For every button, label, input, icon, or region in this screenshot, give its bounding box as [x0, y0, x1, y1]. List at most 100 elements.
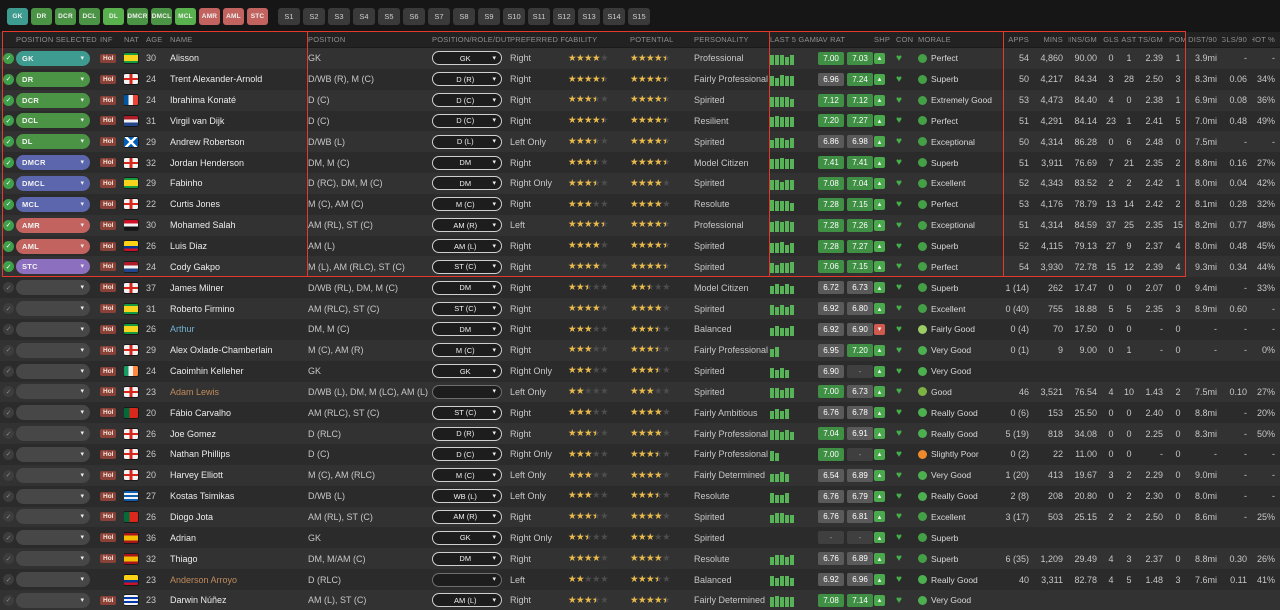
role-duty-dropdown[interactable]: DM ▾: [432, 173, 510, 194]
player-row[interactable]: ✓ ▾ 23 Anderson Arroyo D (RLC) ▾ Left ★★★★★ ★★ ★★…: [0, 569, 1280, 590]
selection-check[interactable]: ✓: [0, 340, 16, 361]
role-duty-dropdown[interactable]: GK ▾: [432, 527, 510, 548]
role-duty-dropdown[interactable]: M (C) ▾: [432, 194, 510, 215]
position-selected-dropdown[interactable]: ▾: [16, 548, 100, 569]
position-selected-dropdown[interactable]: ▾: [16, 340, 100, 361]
position-selected-dropdown[interactable]: ▾: [16, 486, 100, 507]
position-selected-dropdown[interactable]: ▾: [16, 319, 100, 340]
column-header-ability[interactable]: Ability: [568, 35, 598, 44]
slot-button-s15[interactable]: S15: [628, 7, 650, 25]
position-selected-dropdown[interactable]: DCL ▾: [16, 111, 100, 132]
player-row[interactable]: ✓ ▾ Hol 32 Thiago DM, M/AM (C) DM ▾ Right ★★★★★ ★★…: [0, 548, 1280, 570]
selection-check[interactable]: ✓: [0, 90, 16, 111]
slot-button-s8[interactable]: S8: [453, 7, 475, 25]
selection-check[interactable]: ✓: [0, 402, 16, 423]
player-name[interactable]: Cody Gakpo: [170, 261, 221, 272]
player-name[interactable]: Trent Alexander-Arnold: [170, 74, 263, 85]
slot-button-s6[interactable]: S6: [403, 7, 425, 25]
position-filter-stc[interactable]: STC: [247, 7, 268, 25]
player-name[interactable]: Joe Gomez: [170, 428, 217, 439]
selection-check[interactable]: ✓: [0, 423, 16, 444]
selection-check[interactable]: ✓: [0, 507, 16, 528]
player-row[interactable]: ✓ ▾ Hol 23 Adam Lewis D/WB (L), DM, M (LC), A…: [0, 381, 1280, 403]
player-row[interactable]: ✓ GK ▾ Hol 30 Alisson GK GK ▾ Right ★★★★★ ★★★★ ★★★★★…: [0, 48, 1280, 69]
role-duty-dropdown[interactable]: ST (C) ▾: [432, 298, 510, 319]
selection-check[interactable]: ✓: [0, 444, 16, 465]
role-duty-dropdown[interactable]: D (L) ▾: [432, 131, 510, 152]
position-selected-dropdown[interactable]: DMCL ▾: [16, 173, 100, 194]
position-selected-dropdown[interactable]: ▾: [16, 382, 100, 403]
selection-check[interactable]: ✓: [0, 590, 16, 610]
selection-check[interactable]: ✓: [0, 361, 16, 382]
role-duty-dropdown[interactable]: AM (L) ▾: [432, 590, 510, 610]
player-row[interactable]: ✓ DCR ▾ Hol 24 Ibrahima Konaté D (C) D (C) ▾ Righ…: [0, 89, 1280, 111]
player-name[interactable]: Anderson Arroyo: [170, 574, 238, 585]
player-name[interactable]: Mohamed Salah: [170, 220, 236, 231]
player-name[interactable]: Adam Lewis: [170, 386, 220, 397]
role-duty-dropdown[interactable]: D (R) ▾: [432, 69, 510, 90]
selection-check[interactable]: ✓: [0, 111, 16, 132]
position-filter-dcr[interactable]: DCR: [55, 7, 76, 25]
player-name[interactable]: Thiago: [170, 553, 198, 564]
column-header-gls90[interactable]: Gls/90: [1222, 35, 1247, 44]
column-header-personality[interactable]: Personality: [694, 35, 749, 44]
player-row[interactable]: ✓ DCL ▾ Hol 31 Virgil van Dijk D (C) D (C) ▾ Righ…: [0, 110, 1280, 132]
player-name[interactable]: Alisson: [170, 53, 200, 64]
role-duty-dropdown[interactable]: D (R) ▾: [432, 423, 510, 444]
player-name[interactable]: Kostas Tsimikas: [170, 491, 235, 502]
position-selected-dropdown[interactable]: MCL ▾: [16, 194, 100, 215]
role-duty-dropdown[interactable]: D (C) ▾: [432, 444, 510, 465]
role-duty-dropdown[interactable]: DM ▾: [432, 152, 510, 173]
position-selected-dropdown[interactable]: ▾: [16, 444, 100, 465]
selection-check[interactable]: ✓: [0, 131, 16, 152]
column-header-mins[interactable]: Mins: [1043, 35, 1063, 44]
position-selected-dropdown[interactable]: ▾: [16, 423, 100, 444]
player-name[interactable]: Fabinho: [170, 178, 203, 189]
column-header-name[interactable]: Name: [170, 35, 193, 44]
position-filter-dmcl[interactable]: DMCL: [151, 7, 172, 25]
column-header-ast[interactable]: Ast: [1121, 35, 1137, 44]
selection-check[interactable]: ✓: [0, 298, 16, 319]
column-header-dist90[interactable]: Dist/90: [1188, 35, 1217, 44]
column-header-con[interactable]: Con: [896, 35, 914, 44]
position-selected-dropdown[interactable]: ▾: [16, 527, 100, 548]
position-selected-dropdown[interactable]: DL ▾: [16, 131, 100, 152]
player-row[interactable]: ✓ ▾ Hol 26 Diogo Jota AM (RL), ST (C) AM (R) ▾ R…: [0, 506, 1280, 528]
position-selected-dropdown[interactable]: ▾: [16, 507, 100, 528]
selection-check[interactable]: ✓: [0, 486, 16, 507]
player-name[interactable]: Roberto Firmino: [170, 303, 235, 314]
position-filter-aml[interactable]: AML: [223, 7, 244, 25]
slot-button-s2[interactable]: S2: [303, 7, 325, 25]
slot-button-s10[interactable]: S10: [503, 7, 525, 25]
position-selected-dropdown[interactable]: ▾: [16, 569, 100, 590]
selection-check[interactable]: ✓: [0, 527, 16, 548]
selection-check[interactable]: ✓: [0, 319, 16, 340]
position-selected-dropdown[interactable]: STC ▾: [16, 256, 100, 277]
column-header-role[interactable]: Position/Role/Duty: [432, 35, 510, 44]
selection-check[interactable]: ✓: [0, 215, 16, 236]
role-duty-dropdown[interactable]: M (C) ▾: [432, 340, 510, 361]
position-filter-gk[interactable]: GK: [7, 7, 28, 25]
column-header-check[interactable]: [0, 32, 16, 47]
role-duty-dropdown[interactable]: ▾: [432, 569, 510, 590]
column-header-avrat[interactable]: Av Rat: [818, 35, 846, 44]
slot-button-s4[interactable]: S4: [353, 7, 375, 25]
player-name[interactable]: Ibrahima Konaté: [170, 95, 237, 106]
player-row[interactable]: ✓ ▾ Hol 29 Alex Oxlade-Chamberlain M (C), AM …: [0, 339, 1280, 361]
selection-check[interactable]: ✓: [0, 48, 16, 69]
selection-check[interactable]: ✓: [0, 152, 16, 173]
player-name[interactable]: Diogo Jota: [170, 511, 214, 522]
column-header-pos[interactable]: Position Selected: [16, 35, 97, 44]
selection-check[interactable]: ✓: [0, 173, 16, 194]
player-row[interactable]: ✓ ▾ Hol 37 James Milner D/WB (RL), DM, M (C) D…: [0, 277, 1280, 299]
player-name[interactable]: Arthur: [170, 324, 195, 335]
position-selected-dropdown[interactable]: DCR ▾: [16, 90, 100, 111]
selection-check[interactable]: ✓: [0, 465, 16, 486]
position-filter-mcl[interactable]: MCL: [175, 7, 196, 25]
player-row[interactable]: ✓ ▾ Hol 27 Kostas Tsimikas D/WB (L) WB (L) ▾ Lef…: [0, 485, 1280, 507]
column-header-pom[interactable]: POM: [1169, 35, 1187, 44]
column-header-ptsgm[interactable]: Pts/GM: [1138, 35, 1163, 44]
player-row[interactable]: ✓ DMCL ▾ Hol 29 Fabinho D (RC), DM, M (C) DM ▾ Ri…: [0, 173, 1280, 194]
player-row[interactable]: ✓ DR ▾ Hol 24 Trent Alexander-Arnold D/WB (R),…: [0, 68, 1280, 90]
role-duty-dropdown[interactable]: GK ▾: [432, 361, 510, 382]
